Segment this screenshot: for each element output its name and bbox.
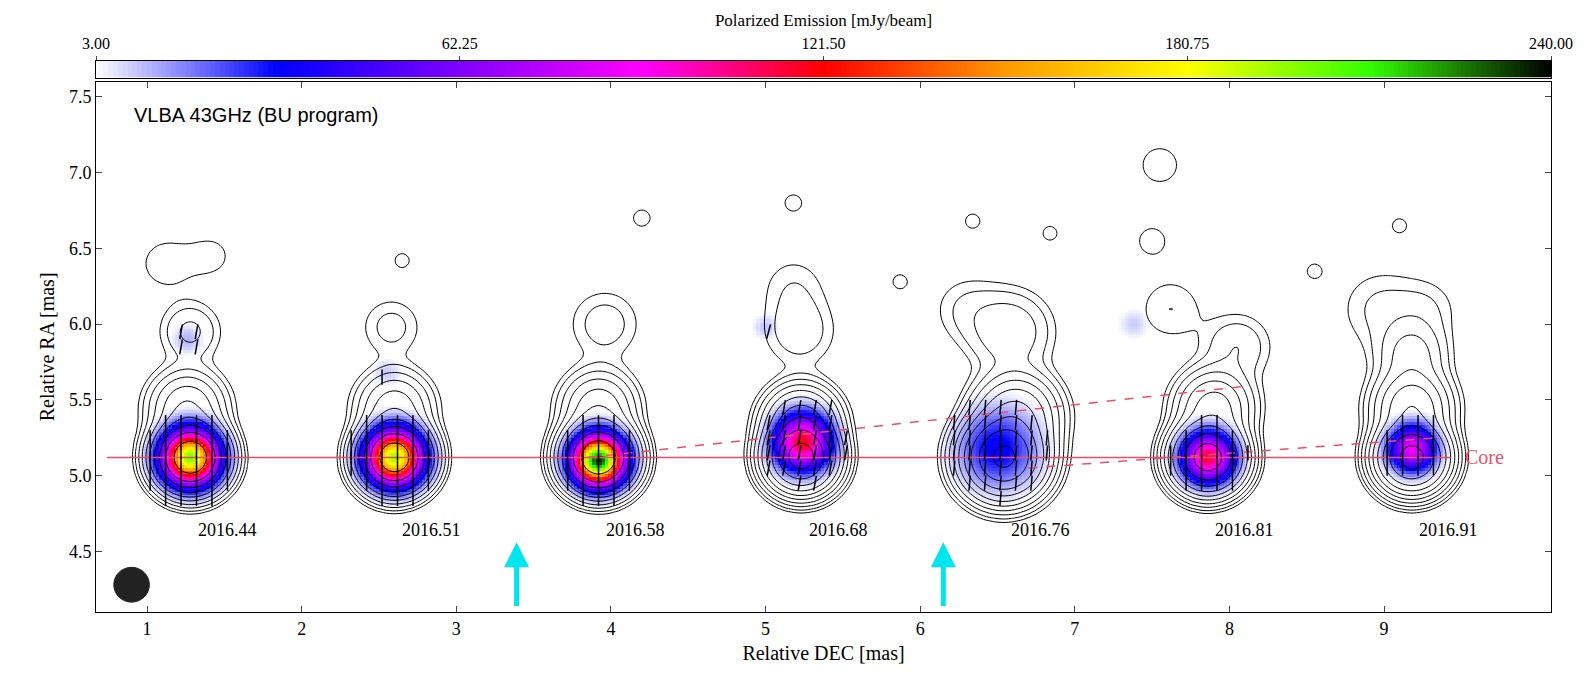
svg-text:2016.44: 2016.44 — [198, 520, 257, 540]
svg-text:4.5: 4.5 — [69, 542, 92, 562]
svg-text:Polarized Emission [mJy/beam]: Polarized Emission [mJy/beam] — [715, 11, 932, 30]
svg-text:Relative RA [mas]: Relative RA [mas] — [36, 272, 58, 421]
svg-text:2016.68: 2016.68 — [809, 520, 868, 540]
svg-text:5.0: 5.0 — [69, 466, 92, 486]
svg-text:1: 1 — [143, 619, 152, 639]
svg-text:Core: Core — [1465, 446, 1504, 468]
svg-text:7.5: 7.5 — [69, 87, 92, 107]
svg-text:6.0: 6.0 — [69, 314, 92, 334]
svg-text:2: 2 — [297, 619, 306, 639]
svg-text:5.5: 5.5 — [69, 390, 92, 410]
svg-text:6.5: 6.5 — [69, 239, 92, 259]
svg-text:7: 7 — [1070, 619, 1079, 639]
svg-text:4: 4 — [606, 619, 615, 639]
svg-text:6: 6 — [916, 619, 925, 639]
svg-text:8: 8 — [1225, 619, 1234, 639]
svg-text:2016.76: 2016.76 — [1011, 520, 1070, 540]
svg-text:240.00: 240.00 — [1529, 35, 1573, 52]
svg-text:Relative DEC [mas]: Relative DEC [mas] — [742, 642, 904, 664]
svg-text:5: 5 — [761, 619, 770, 639]
svg-text:180.75: 180.75 — [1165, 35, 1209, 52]
svg-text:7.0: 7.0 — [69, 163, 92, 183]
svg-text:121.50: 121.50 — [802, 35, 846, 52]
svg-text:VLBA 43GHz (BU program): VLBA 43GHz (BU program) — [134, 104, 379, 126]
svg-text:9: 9 — [1380, 619, 1389, 639]
svg-text:62.25: 62.25 — [442, 35, 478, 52]
svg-text:2016.58: 2016.58 — [606, 520, 665, 540]
svg-text:3.00: 3.00 — [82, 35, 110, 52]
svg-text:3: 3 — [452, 619, 461, 639]
svg-text:2016.51: 2016.51 — [402, 520, 461, 540]
svg-text:2016.91: 2016.91 — [1419, 520, 1478, 540]
svg-text:2016.81: 2016.81 — [1215, 520, 1274, 540]
